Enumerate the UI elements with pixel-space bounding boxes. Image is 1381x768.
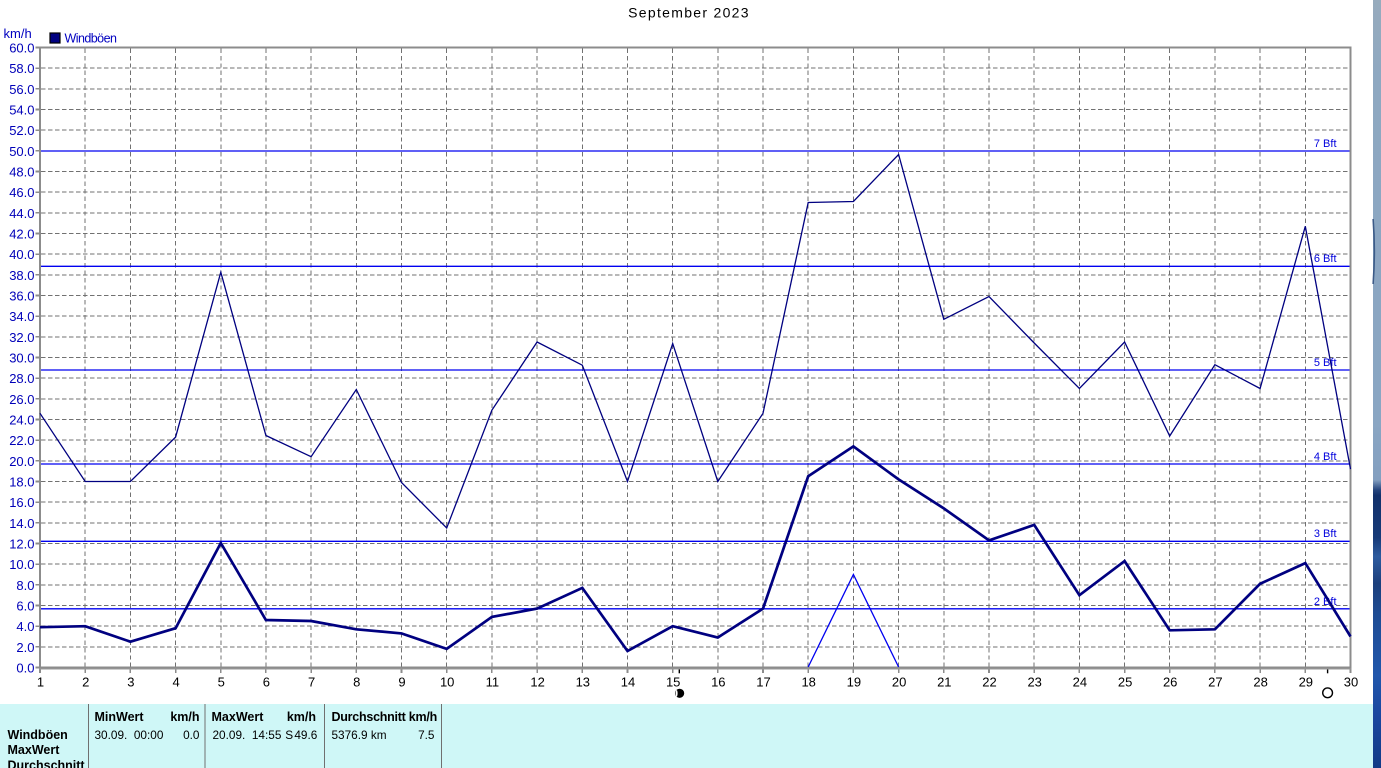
svg-text:20: 20 [892,675,906,690]
svg-text:18.0: 18.0 [9,475,34,490]
svg-text:29: 29 [1299,675,1313,690]
svg-text:24.0: 24.0 [9,413,34,428]
svg-text:5376.9 km: 5376.9 km [332,728,387,742]
svg-text:km/h: km/h [4,26,32,41]
svg-text:30.09. 00:00: 30.09. 00:00 [95,728,164,742]
svg-text:24: 24 [1073,675,1087,690]
svg-text:56.0: 56.0 [9,82,34,97]
svg-text:12.0: 12.0 [9,537,34,552]
svg-text:11: 11 [486,675,500,690]
svg-text:18: 18 [801,675,815,690]
svg-text:MaxWert: MaxWert [8,743,61,757]
svg-text:8: 8 [353,675,360,690]
svg-text:36.0: 36.0 [9,289,34,304]
svg-text:Windböen: Windböen [65,32,117,46]
svg-text:54.0: 54.0 [9,103,34,118]
svg-text:30.0: 30.0 [9,351,34,366]
svg-text:52.0: 52.0 [9,123,34,138]
svg-text:MaxWert: MaxWert [212,710,265,724]
svg-text:3 Bft: 3 Bft [1314,528,1337,540]
svg-text:3: 3 [127,675,134,690]
svg-text:58.0: 58.0 [9,61,34,76]
svg-text:32.0: 32.0 [9,330,34,345]
svg-text:8.0: 8.0 [16,578,34,593]
svg-text:0.0: 0.0 [183,728,200,742]
svg-text:30: 30 [1344,675,1358,690]
svg-text:49.6: 49.6 [294,728,317,742]
svg-text:40.0: 40.0 [9,247,34,262]
svg-text:16.0: 16.0 [9,495,34,510]
svg-text:27: 27 [1208,675,1222,690]
svg-text:13: 13 [576,675,590,690]
svg-text:17: 17 [756,675,770,690]
svg-text:23: 23 [1027,675,1041,690]
svg-text:42.0: 42.0 [9,227,34,242]
svg-text:20.09. 14:55: 20.09. 14:55 [213,728,282,742]
svg-text:50.0: 50.0 [9,144,34,159]
svg-text:10: 10 [440,675,454,690]
svg-text:7.5: 7.5 [418,728,435,742]
svg-text:4 Bft: 4 Bft [1314,451,1337,463]
svg-text:15: 15 [666,675,680,690]
svg-text:9: 9 [398,675,405,690]
svg-text:4: 4 [172,675,179,690]
svg-text:48.0: 48.0 [9,165,34,180]
svg-text:7 Bft: 7 Bft [1314,138,1337,150]
svg-text:21: 21 [937,675,951,690]
svg-text:12: 12 [530,675,544,690]
svg-text:0.0: 0.0 [16,661,34,676]
svg-text:Durchschnitt: Durchschnitt [8,759,86,768]
svg-text:September 2023: September 2023 [628,5,750,21]
svg-text:S: S [285,728,293,742]
svg-text:60.0: 60.0 [9,41,34,56]
svg-text:25: 25 [1118,675,1132,690]
svg-text:6: 6 [263,675,270,690]
svg-text:34.0: 34.0 [9,309,34,324]
svg-text:26: 26 [1163,675,1177,690]
svg-text:5: 5 [218,675,225,690]
svg-text:14: 14 [621,675,635,690]
svg-text:16: 16 [711,675,725,690]
svg-text:26.0: 26.0 [9,392,34,407]
svg-text:7: 7 [308,675,315,690]
svg-text:22: 22 [982,675,996,690]
svg-text:20.0: 20.0 [9,454,34,469]
svg-text:38.0: 38.0 [9,268,34,283]
svg-text:28.0: 28.0 [9,371,34,386]
svg-text:km/h: km/h [170,710,199,724]
svg-text:5 Bft: 5 Bft [1314,357,1337,369]
svg-text:2: 2 [82,675,89,690]
svg-text:2.0: 2.0 [16,640,34,655]
svg-text:Windböen: Windböen [8,728,68,742]
svg-text:1: 1 [37,675,44,690]
svg-text:14.0: 14.0 [9,516,34,531]
svg-text:6 Bft: 6 Bft [1314,253,1337,265]
svg-text:10.0: 10.0 [9,557,34,572]
svg-text:46.0: 46.0 [9,185,34,200]
svg-text:MinWert: MinWert [95,710,145,724]
svg-text:28: 28 [1253,675,1267,690]
svg-text:km/h: km/h [287,710,316,724]
svg-text:44.0: 44.0 [9,206,34,221]
svg-text:4.0: 4.0 [16,619,34,634]
svg-text:Durchschnitt km/h: Durchschnitt km/h [332,710,438,724]
svg-text:22.0: 22.0 [9,433,34,448]
svg-text:19: 19 [847,675,861,690]
svg-text:6.0: 6.0 [16,599,34,614]
